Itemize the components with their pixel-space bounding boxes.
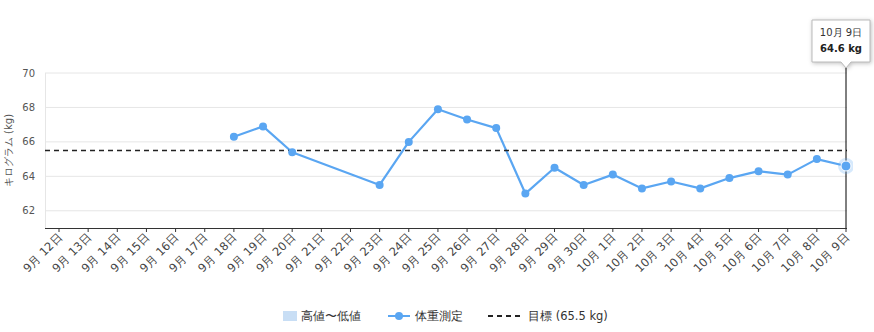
grid-line [45,210,847,211]
x-tick [496,228,497,232]
grid-line [45,141,847,142]
marker [696,184,704,192]
tooltip-box [812,20,870,68]
marker [667,178,675,186]
x-tick [321,228,322,232]
legend-swatch [488,315,522,317]
x-tick [263,228,264,232]
y-tick-label: 68 [22,102,35,113]
marker [784,171,792,179]
x-tick [292,228,293,232]
x-tick [729,228,730,232]
marker [376,181,384,189]
plot-area [45,109,847,193]
line-segment [380,142,409,185]
x-tick [204,228,205,232]
legend-item: 目標 (65.5 kg) [488,309,608,323]
tooltip-label: 10月 9日 [820,27,862,38]
marker [755,167,763,175]
marker [434,105,442,113]
x-tick [758,228,759,232]
x-tick [612,228,613,232]
marker [405,138,413,146]
x-tick [146,228,147,232]
line-segment [263,126,292,152]
x-axis-line [45,228,847,229]
y-tick-label: 66 [22,136,35,147]
x-tick [408,228,409,232]
x-tick [671,228,672,232]
line-segment [642,182,671,189]
marker [609,171,617,179]
line-segment [467,120,496,129]
x-tick [350,228,351,232]
x-tick [700,228,701,232]
marker [463,116,471,124]
line-segment [759,171,788,174]
legend-label: 高値〜低値 [301,309,361,323]
x-tick [117,228,118,232]
x-tick [816,228,817,232]
marker [288,148,296,156]
marker-halo [838,158,853,174]
marker [841,161,851,171]
marker [551,164,559,172]
x-tick-label: 10月 9日 [807,230,852,275]
line-segment [409,109,438,142]
marker [492,124,500,132]
x-tick [467,228,468,232]
goal-line [45,150,847,152]
marker [259,122,267,130]
crosshair [846,64,847,228]
marker [638,184,646,192]
chart: 6264666870キログラム (kg)9月 12日9月 13日9月 14日9月… [0,0,874,332]
marker [521,190,529,198]
legend-item: 高値〜低値 [283,309,361,323]
y-axis-label: キログラム (kg) [3,114,14,187]
x-tick [59,228,60,232]
legend-label: 目標 (65.5 kg) [528,309,608,323]
x-tick [787,228,788,232]
x-tick [641,228,642,232]
line-segment [555,168,584,185]
y-tick-label: 62 [22,205,35,216]
x-tick [437,228,438,232]
x-tick [175,228,176,232]
line-segment [671,182,700,189]
legend-marker [395,312,403,320]
line-segment [729,171,758,178]
line-segment [584,175,613,185]
line-segment [613,175,642,189]
line-segment [525,168,554,194]
legend-item: 体重測定 [388,309,463,323]
marker [580,181,588,189]
grid-line [45,73,847,74]
x-tick [233,228,234,232]
line-segment [788,159,817,175]
line-segment [496,128,525,193]
y-tick-label: 64 [22,171,35,182]
tooltip-value: 64.6 kg [820,43,862,54]
markers [230,105,853,197]
x-tick [583,228,584,232]
line-segment [292,152,379,185]
marker [725,174,733,182]
grid-line [45,107,847,108]
x-tick [379,228,380,232]
x-tick [846,228,847,232]
x-tick [525,228,526,232]
line-segment [700,178,729,188]
marker [813,155,821,163]
legend-label: 体重測定 [415,309,463,323]
line-segment [234,126,263,136]
x-tick [554,228,555,232]
y-tick-label: 70 [22,68,35,79]
x-tick [88,228,89,232]
line-segment [438,109,467,119]
legend-swatch [283,311,297,321]
marker [230,133,238,141]
